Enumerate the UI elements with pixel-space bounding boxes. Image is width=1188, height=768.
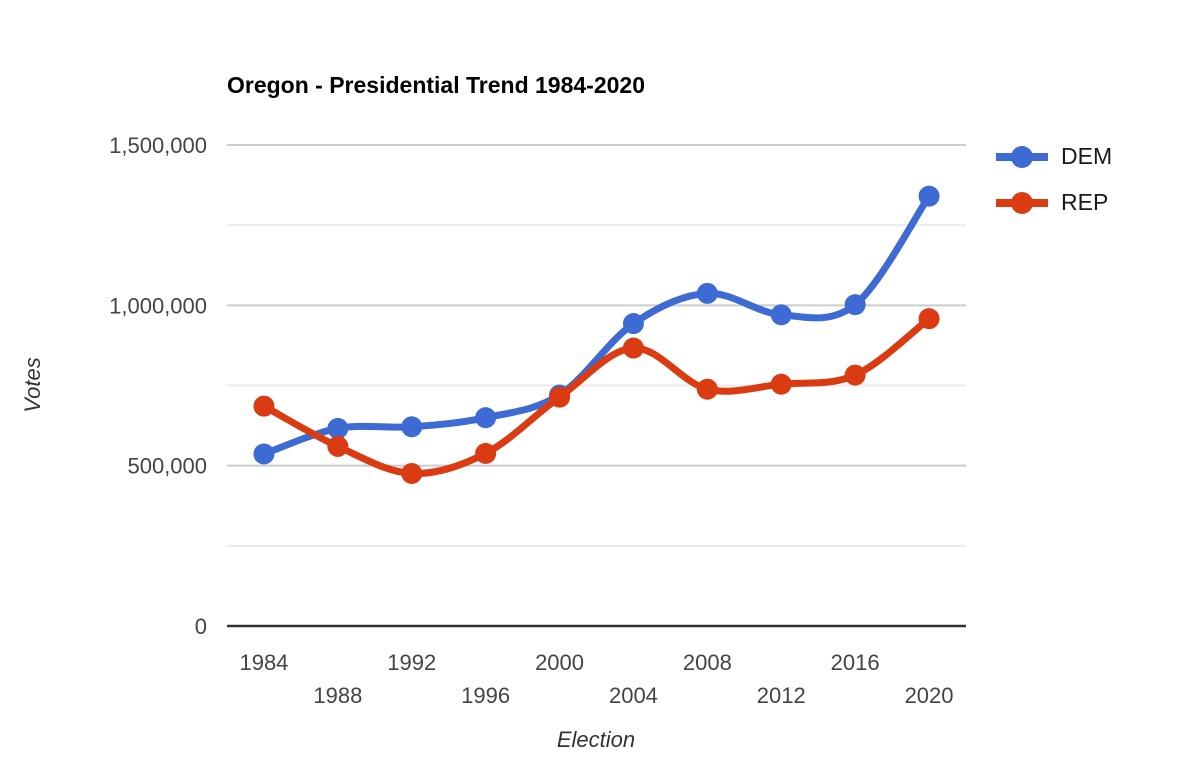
rep-series-line [260, 315, 933, 477]
dem-point-2020[interactable] [918, 185, 940, 207]
x-tick-label-2012: 2012 [757, 683, 806, 708]
legend-item-rep: REP [994, 189, 1112, 216]
rep-point-2004[interactable] [622, 337, 644, 359]
rep-point-2012[interactable] [770, 373, 792, 395]
x-tick-label-1984: 1984 [239, 650, 288, 675]
dem-line-marker-icon [996, 145, 1048, 168]
rep-point-2020[interactable] [918, 308, 940, 330]
chart-title: Oregon - Presidential Trend 1984-2020 [227, 72, 645, 98]
x-tick-label-1992: 1992 [387, 650, 436, 675]
rep-point-2016[interactable] [844, 364, 866, 386]
rep-line-marker-icon [996, 191, 1048, 214]
x-tick-label-2000: 2000 [535, 650, 584, 675]
x-tick-label-1988: 1988 [313, 683, 362, 708]
x-tick-label-2016: 2016 [831, 650, 880, 675]
rep-point-2000[interactable] [549, 386, 571, 408]
x-axis-title: Election [556, 727, 636, 752]
legend-label-rep: REP [1061, 189, 1109, 215]
rep-point-1984[interactable] [253, 395, 275, 417]
legend-item-dem: DEM [994, 143, 1112, 170]
dem-point-2016[interactable] [844, 294, 866, 316]
dem-point-1984[interactable] [253, 443, 275, 465]
legend: DEM REP [994, 143, 1112, 216]
rep-point-2008[interactable] [696, 378, 718, 400]
dem-point-1996[interactable] [475, 407, 497, 429]
y-tick-label: 0 [195, 614, 207, 639]
x-tick-label-1996: 1996 [461, 683, 510, 708]
dem-point-2008[interactable] [696, 282, 718, 304]
rep-point-1988[interactable] [327, 435, 349, 457]
dem-point-1988[interactable] [327, 417, 349, 439]
dem-series-line [260, 192, 933, 458]
rep-point-1996[interactable] [475, 442, 497, 464]
rep-point-1992[interactable] [401, 462, 423, 484]
x-tick-label-2004: 2004 [609, 683, 658, 708]
dem-point-2004[interactable] [622, 313, 644, 335]
y-tick-label: 1,500,000 [109, 133, 207, 158]
dem-point-1992[interactable] [401, 416, 423, 438]
dem-point-2012[interactable] [770, 304, 792, 326]
x-tick-label-2008: 2008 [683, 650, 732, 675]
legend-label-dem: DEM [1061, 143, 1113, 169]
y-tick-label: 1,000,000 [109, 293, 207, 318]
y-tick-label: 500,000 [127, 454, 207, 479]
x-tick-label-2020: 2020 [905, 683, 954, 708]
